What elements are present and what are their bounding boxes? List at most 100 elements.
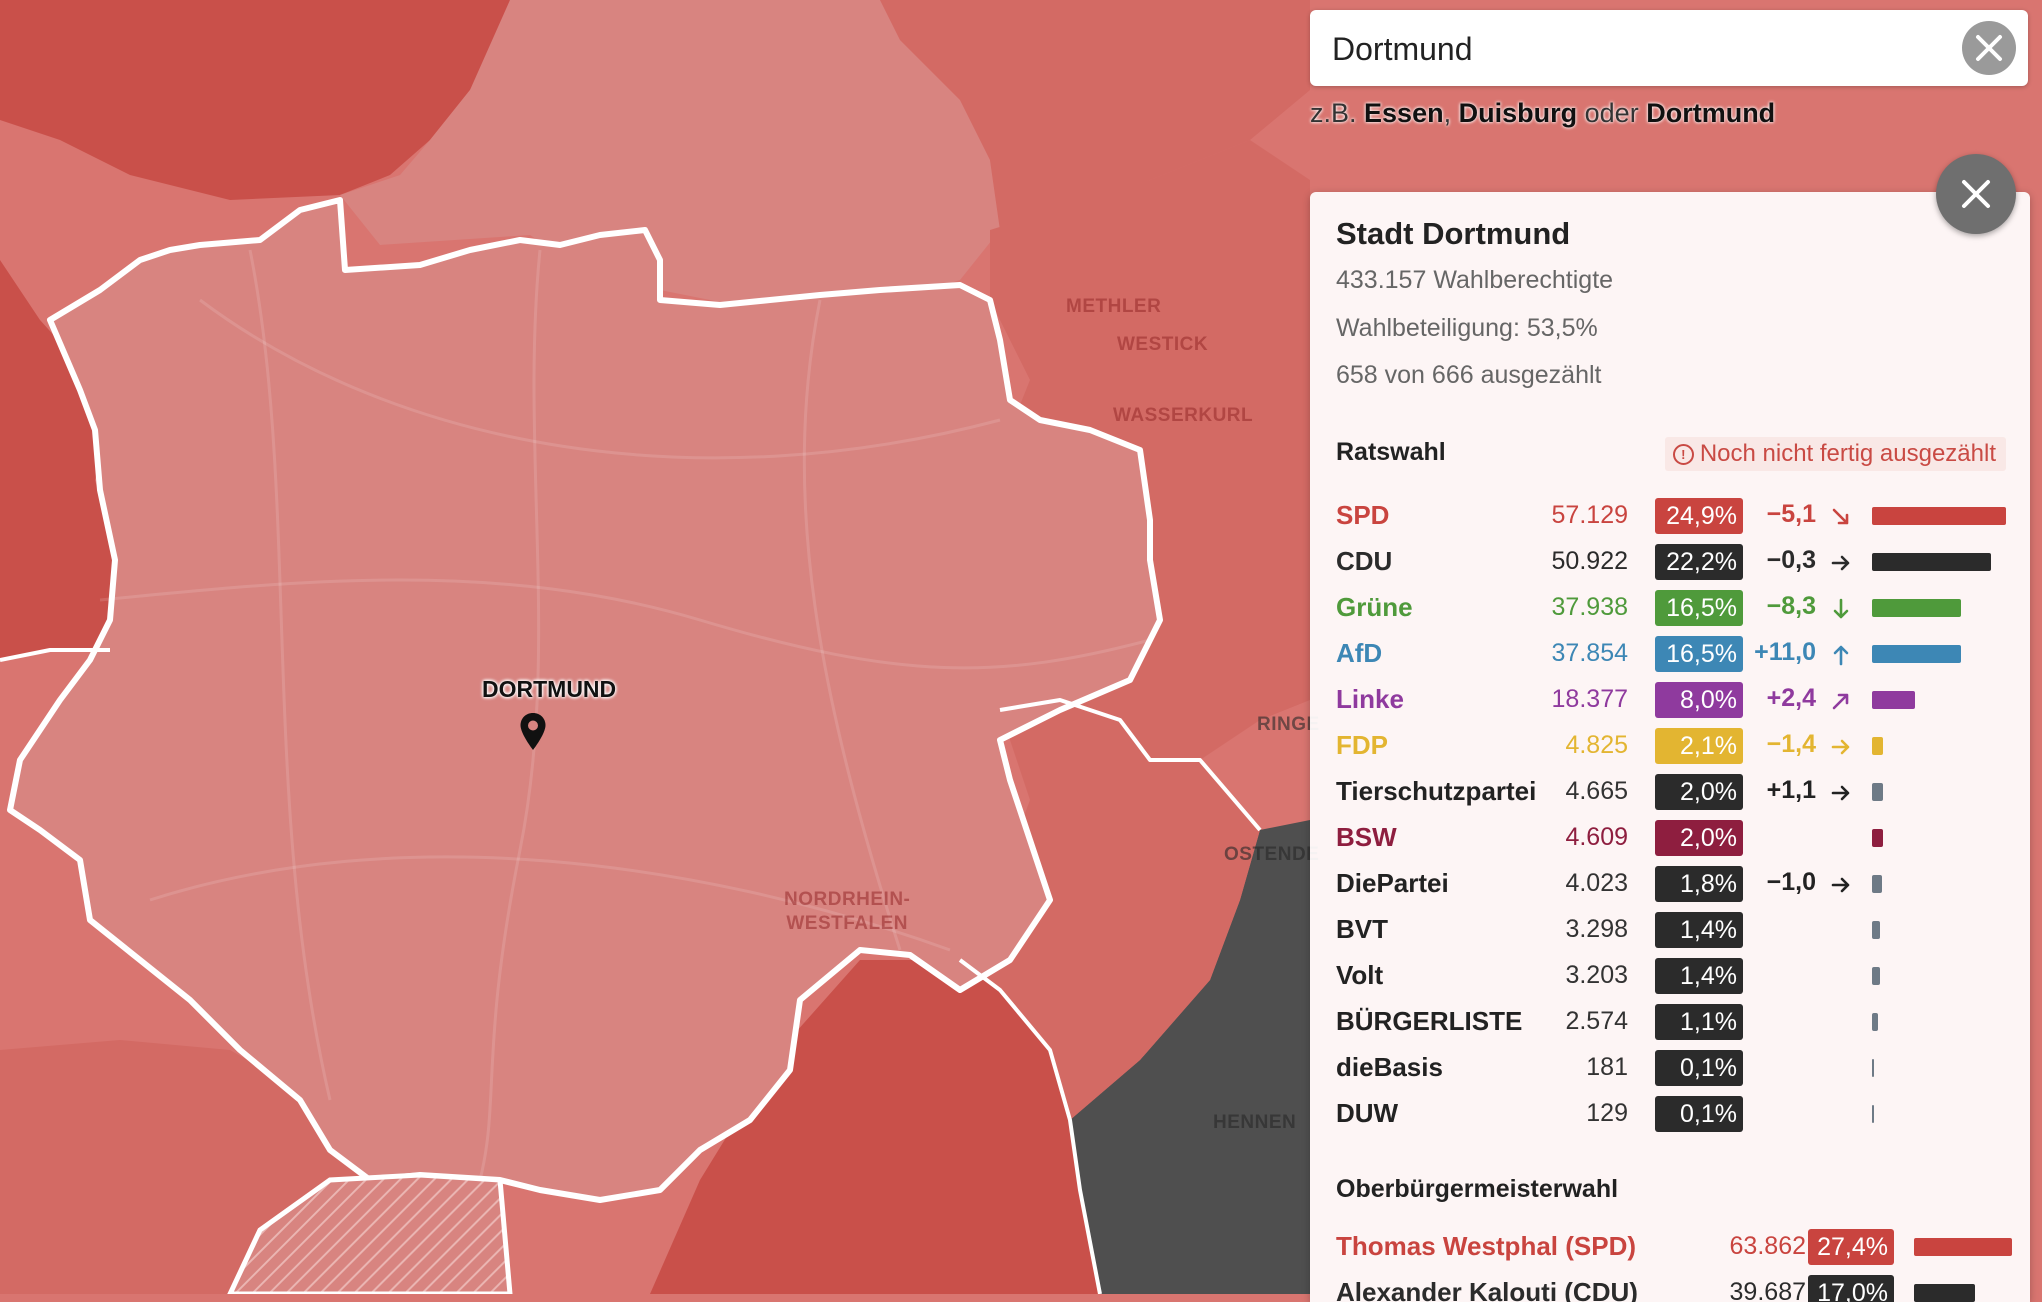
party-share-bar (1872, 599, 1961, 617)
city-label: DORTMUND (482, 676, 617, 702)
candidate-name: Alexander Kalouti (CDU) (1336, 1277, 1638, 1302)
party-votes: 57.129 (1551, 501, 1628, 529)
trend-arrow-right-icon (1831, 877, 1850, 893)
party-name: FDP (1336, 730, 1388, 760)
status-badge-text: Noch nicht fertig ausgezählt (1699, 440, 1996, 467)
party-row[interactable]: DiePartei 4.023 1,8% −1,0 (1336, 864, 2010, 904)
search-input[interactable] (1330, 24, 1934, 74)
party-name: Volt (1336, 960, 1384, 990)
party-percentage: 16,5% (1655, 636, 1743, 672)
trend-arrow-down-icon (1833, 598, 1849, 619)
party-row[interactable]: BSW 4.609 2,0% (1336, 818, 2010, 858)
map-label-ringe: RINGE (1257, 714, 1320, 735)
party-votes: 18.377 (1551, 685, 1628, 713)
party-percentage: 1,4% (1655, 912, 1743, 948)
party-percentage: 16,5% (1655, 590, 1743, 626)
party-percentage: 2,0% (1655, 774, 1743, 810)
map-pin-icon[interactable] (519, 712, 547, 752)
party-row[interactable]: BÜRGERLISTE 2.574 1,1% (1336, 1002, 2010, 1042)
candidate-name: Thomas Westphal (SPD) (1336, 1231, 1637, 1261)
panel-close-button[interactable] (1936, 154, 2016, 234)
map-label-westick: WESTICK (1117, 334, 1209, 355)
trend-arrow-up-icon (1833, 645, 1849, 666)
party-votes: 3.203 (1565, 961, 1628, 989)
party-row[interactable]: Tierschutzpartei 4.665 2,0% +1,1 (1336, 772, 2010, 812)
search-hint-example-duisburg[interactable]: Duisburg (1458, 98, 1578, 128)
search-hint-or: oder (1584, 98, 1639, 128)
party-percentage: 22,2% (1655, 544, 1743, 580)
party-change: −5,1 (1766, 500, 1816, 528)
party-name: BVT (1336, 914, 1388, 944)
party-votes: 2.574 (1565, 1007, 1628, 1035)
trend-arrow-right-icon (1831, 739, 1850, 755)
search-box (1310, 10, 2028, 86)
party-row[interactable]: FDP 4.825 2,1% −1,4 (1336, 726, 2010, 766)
party-row[interactable]: DUW 129 0,1% (1336, 1094, 2010, 1134)
party-row[interactable]: Grüne 37.938 16,5% −8,3 (1336, 588, 2010, 628)
party-change: −8,3 (1766, 592, 1816, 620)
party-share-bar (1872, 645, 1961, 663)
eligible-voters: 433.157 Wahlberechtigte (1336, 266, 1614, 294)
party-votes: 129 (1586, 1099, 1628, 1127)
region-northeast[interactable] (880, 0, 1310, 230)
party-percentage: 1,8% (1655, 866, 1743, 902)
party-row[interactable]: AfD 37.854 16,5% +11,0 (1336, 634, 2010, 674)
region-west[interactable] (0, 260, 130, 660)
party-change: −1,0 (1766, 868, 1816, 896)
dortmund-city-area[interactable] (7, 197, 1163, 1203)
map-label-nordrhein-westfalen: NORDRHEIN- WESTFALEN (784, 889, 911, 934)
party-row[interactable]: Volt 3.203 1,4% (1336, 956, 2010, 996)
close-icon (1962, 180, 1990, 208)
region-southeast-dark[interactable] (1070, 820, 1310, 1294)
party-percentage: 24,9% (1655, 498, 1743, 534)
party-row[interactable]: dieBasis 181 0,1% (1336, 1048, 2010, 1088)
party-percentage: 2,1% (1655, 728, 1743, 764)
candidate-votes: 63.862 (1729, 1232, 1806, 1260)
candidate-row[interactable]: Thomas Westphal (SPD) 63.862 27,4% (1336, 1227, 2012, 1267)
party-votes: 4.609 (1565, 823, 1628, 851)
party-share-bar (1872, 737, 1884, 755)
region-north[interactable] (340, 0, 1000, 310)
candidate-row[interactable]: Alexander Kalouti (CDU) 39.687 17,0% (1336, 1273, 2010, 1302)
party-share-bar (1872, 875, 1882, 893)
search-hint-example-dortmund[interactable]: Dortmund (1646, 98, 1776, 128)
map-label-hennen: HENNEN (1213, 1112, 1297, 1133)
map-label-methler: METHLER (1066, 296, 1162, 317)
party-row[interactable]: Linke 18.377 8,0% +2,4 (1336, 680, 2010, 720)
search-hint-example-essen[interactable]: Essen (1364, 98, 1444, 128)
search-clear-button[interactable] (1962, 21, 2016, 75)
party-votes: 50.922 (1551, 547, 1628, 575)
party-share-bar (1872, 829, 1883, 847)
party-change: −0,3 (1766, 546, 1816, 574)
region-south-east[interactable] (960, 700, 1260, 1120)
candidate-share-bar (1914, 1238, 2012, 1256)
candidate-votes: 39.687 (1729, 1278, 1806, 1302)
party-row[interactable]: BVT 3.298 1,4% (1336, 910, 2010, 950)
road-network (99, 249, 1151, 1181)
party-votes: 4.023 (1565, 869, 1628, 897)
district-borders (0, 648, 1262, 1294)
party-votes: 4.665 (1565, 777, 1628, 805)
results-panel: Stadt Dortmund 433.157 Wahlberechtigte W… (1310, 192, 2030, 1302)
hatched-area (227, 1172, 513, 1294)
region-south[interactable] (650, 960, 1100, 1294)
map-label-ostende: OSTENDE (1224, 844, 1320, 865)
trend-arrow-right-icon (1831, 785, 1850, 801)
mayor-election-title: Oberbürgermeisterwahl (1336, 1175, 1619, 1203)
close-icon (1976, 35, 2002, 61)
party-name: Grüne (1336, 592, 1413, 622)
counted-districts: 658 von 666 ausgezählt (1336, 361, 1602, 389)
party-share-bar (1872, 553, 1992, 571)
region-northwest[interactable] (0, 0, 510, 200)
party-row[interactable]: SPD 57.129 24,9% −5,1 (1336, 496, 2010, 536)
party-row[interactable]: CDU 50.922 22,2% −0,3 (1336, 542, 2010, 582)
party-name: DUW (1336, 1098, 1399, 1128)
party-percentage: 0,1% (1655, 1096, 1743, 1132)
search-hint-separator: , (1443, 98, 1452, 128)
trend-arrow-down-right-icon (1832, 508, 1849, 525)
party-votes: 181 (1586, 1053, 1628, 1081)
party-name: dieBasis (1336, 1052, 1443, 1082)
search-hint-prefix: z.B. (1310, 98, 1357, 128)
party-share-bar (1872, 691, 1916, 709)
party-change: +1,1 (1766, 776, 1816, 804)
